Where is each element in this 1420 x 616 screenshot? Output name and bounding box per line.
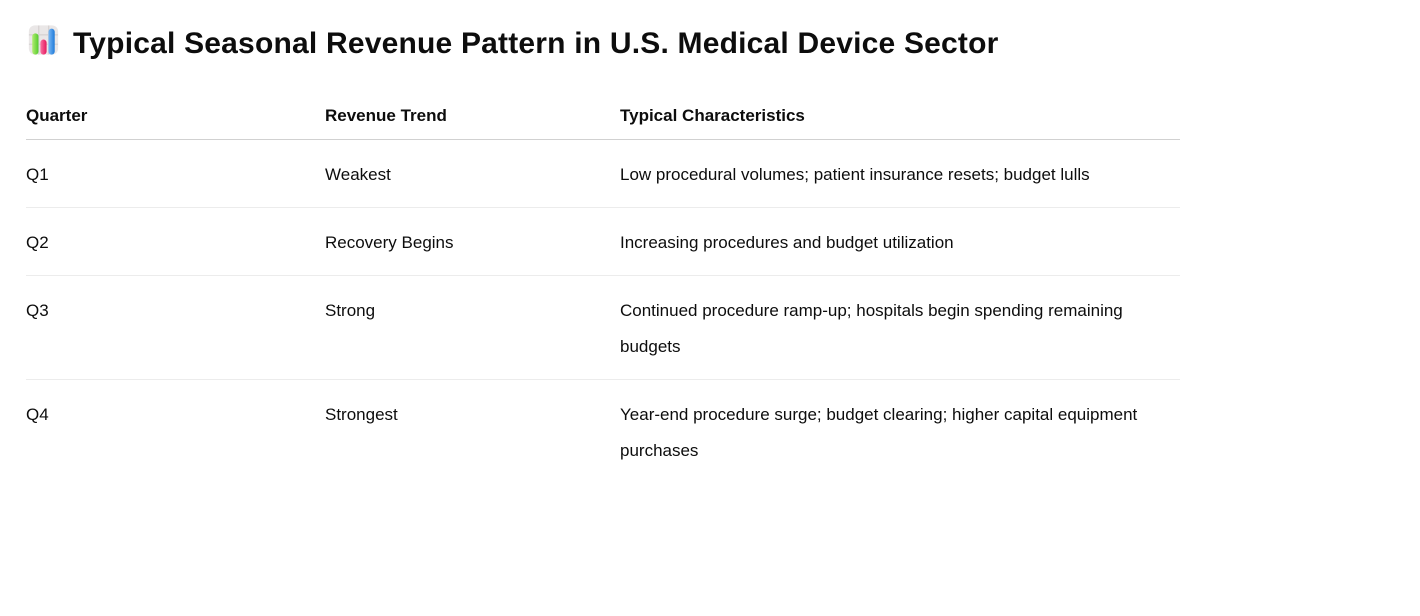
table-header-row: Quarter Revenue Trend Typical Characteri… xyxy=(26,105,1180,140)
seasonal-revenue-table: Quarter Revenue Trend Typical Characteri… xyxy=(26,105,1180,483)
bar-chart-icon xyxy=(26,23,60,72)
cell-quarter: Q1 xyxy=(26,139,325,208)
table-row-q1: Q1 Weakest Low procedural volumes; patie… xyxy=(26,139,1180,208)
cell-revenue-trend: Strong xyxy=(325,275,620,380)
table-header: Quarter Revenue Trend Typical Characteri… xyxy=(26,105,1180,140)
table-body: Q1 Weakest Low procedural volumes; patie… xyxy=(26,139,1180,484)
table-row-q2: Q2 Recovery Begins Increasing procedures… xyxy=(26,207,1180,276)
cell-revenue-trend: Weakest xyxy=(325,139,620,208)
cell-revenue-trend: Recovery Begins xyxy=(325,207,620,276)
cell-characteristics: Low procedural volumes; patient insuranc… xyxy=(620,139,1180,208)
document-content: Typical Seasonal Revenue Pattern in U.S.… xyxy=(26,20,1206,483)
cell-revenue-trend: Strongest xyxy=(325,405,398,424)
cell-characteristics: Year-end procedure surge; budget clearin… xyxy=(620,405,1138,460)
column-header-typical-characteristics: Typical Characteristics xyxy=(620,105,1180,140)
cell-quarter: Q3 xyxy=(26,275,325,380)
page-title: Typical Seasonal Revenue Pattern in U.S.… xyxy=(26,20,1206,72)
table-row-q4: Q4 Strongest Year-end procedure surge; b… xyxy=(26,380,1180,484)
table-row-q3: Q3 Strong Continued procedure ramp-up; h… xyxy=(26,275,1180,380)
column-header-quarter: Quarter xyxy=(26,105,325,140)
cell-characteristics: Continued procedure ramp-up; hospitals b… xyxy=(620,275,1180,380)
cell-quarter: Q4 xyxy=(26,405,49,424)
cell-characteristics: Increasing procedures and budget utiliza… xyxy=(620,207,1180,276)
page-title-text: Typical Seasonal Revenue Pattern in U.S.… xyxy=(73,27,999,60)
column-header-revenue-trend: Revenue Trend xyxy=(325,105,620,140)
cell-quarter: Q2 xyxy=(26,207,325,276)
